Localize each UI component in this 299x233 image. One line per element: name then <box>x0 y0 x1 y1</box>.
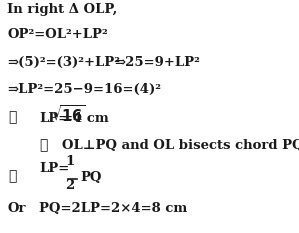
Text: LP=: LP= <box>39 112 69 125</box>
Text: LP=: LP= <box>39 161 69 175</box>
Text: ⇒(5)²=(3)²+LP²: ⇒(5)²=(3)²+LP² <box>7 56 120 69</box>
Text: OL⊥PQ and OL bisects chord PQ.: OL⊥PQ and OL bisects chord PQ. <box>62 139 299 152</box>
Text: ⇒LP²=25−9=16=(4)²: ⇒LP²=25−9=16=(4)² <box>7 83 161 96</box>
Text: ∴: ∴ <box>8 111 17 125</box>
Text: 1: 1 <box>65 155 74 168</box>
Text: PQ: PQ <box>80 171 102 184</box>
Text: ⇒25=9+LP²: ⇒25=9+LP² <box>115 56 200 69</box>
Text: In right Δ OLP,: In right Δ OLP, <box>7 3 118 16</box>
Text: $\mathbf{\sqrt{16}}$: $\mathbf{\sqrt{16}}$ <box>51 104 86 125</box>
Text: PQ=2LP=2×4=8 cm: PQ=2LP=2×4=8 cm <box>39 202 187 215</box>
Text: ∷: ∷ <box>39 138 47 152</box>
Text: Or: Or <box>7 202 26 215</box>
Text: OP²=OL²+LP²: OP²=OL²+LP² <box>7 28 108 41</box>
Text: =4 cm: =4 cm <box>62 112 109 125</box>
Text: ∴: ∴ <box>8 170 17 184</box>
Text: 2: 2 <box>65 178 74 192</box>
